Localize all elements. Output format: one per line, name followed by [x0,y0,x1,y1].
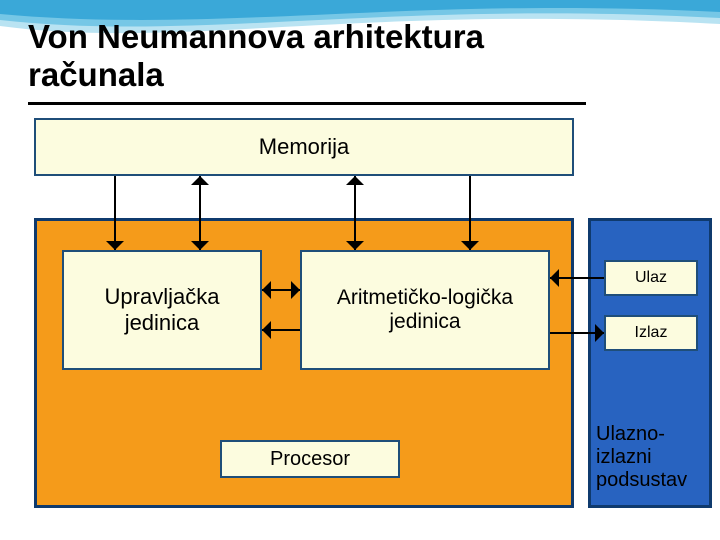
slide-title-line2: računala [28,56,164,93]
control-unit-label: Upravljačka jedinica [105,284,220,336]
alu-block: Aritmetičko-logička jedinica [300,250,550,370]
input-label: Ulaz [635,269,667,287]
wave-path-3 [0,0,720,20]
processor-label: Procesor [270,448,350,471]
output-label: Izlaz [635,324,668,342]
memory-block: Memorija [34,118,574,176]
slide-title: Von Neumannova arhitektura računala [28,18,484,94]
io-subsystem-label: Ulazno- izlazni podsustav [596,400,687,492]
slide-title-line1: Von Neumannova arhitektura [28,18,484,55]
control-unit-block: Upravljačka jedinica [62,250,262,370]
input-block: Ulaz [604,260,698,296]
alu-label: Aritmetičko-logička jedinica [337,286,513,334]
memory-label: Memorija [259,134,349,160]
title-underline [28,102,586,105]
processor-label-block: Procesor [220,440,400,478]
output-block: Izlaz [604,315,698,351]
